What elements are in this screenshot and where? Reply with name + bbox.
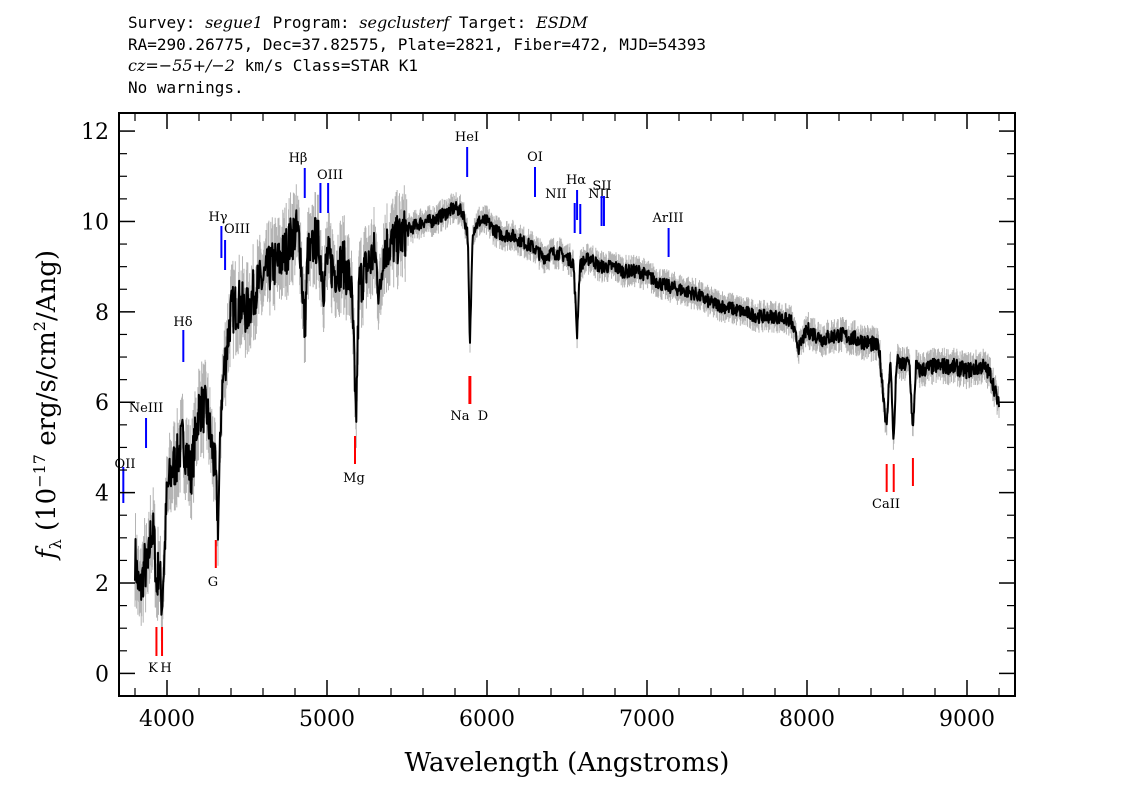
absorption-label: K (148, 661, 158, 676)
x-tick-label: 7000 (619, 707, 675, 732)
y-axis-exp1: −17 (30, 454, 49, 488)
line-markers-layer: OIINeIIIHδHγOIIIHβOIIIOIIIHeIOINIIHαNIIS… (115, 130, 914, 676)
header-line-warnings: No warnings. (128, 77, 244, 97)
program-prefix: Program: (262, 13, 360, 32)
x-tick-label: 5000 (299, 707, 355, 732)
x-tick-label: 4000 (139, 707, 195, 732)
axis-ticks-layer: 4000 5000 6000 7000 8000 9000 0 2 4 6 8 10 12 (81, 113, 1015, 732)
emission-label: OIII (224, 222, 250, 237)
absorption-label: Mg (343, 471, 365, 486)
cz-value: =−55+/−2 (145, 56, 235, 75)
emission-label: ArIII (651, 211, 683, 226)
error-band-layer (134, 184, 1000, 641)
emission-label: Hβ (289, 151, 308, 166)
y-tick-label: 4 (95, 482, 109, 507)
y-tick-label: 0 (95, 662, 109, 687)
x-axis-title: Wavelength (Angstroms) (405, 748, 730, 778)
y-tick-label: 2 (95, 572, 109, 597)
absorption-label: H (160, 661, 171, 676)
y-axis-pre: (10 (32, 488, 62, 540)
absorption-label: CaII (872, 497, 900, 512)
y-axis-mid: erg/s/cm (32, 331, 62, 454)
emission-label: NeIII (129, 401, 163, 416)
x-tick-label: 6000 (459, 707, 515, 732)
y-axis-exp2: 2 (30, 321, 49, 331)
header-line-coordinates: RA=290.26775, Dec=37.82575, Plate=2821, … (128, 34, 706, 54)
y-tick-label: 12 (81, 120, 109, 145)
survey-value: segue1 (205, 13, 263, 32)
x-tick-label: 9000 (939, 707, 995, 732)
emission-label: Hδ (173, 315, 192, 330)
emission-label: SII (592, 179, 611, 194)
emission-label: NII (545, 187, 567, 202)
program-value: segclusterf (359, 13, 450, 32)
y-tick-label: 10 (81, 210, 109, 235)
error-band (134, 184, 1000, 641)
x-tick-label: 8000 (779, 707, 835, 732)
emission-label: HeI (455, 130, 479, 145)
y-axis-lambda: λ (46, 539, 65, 549)
y-axis-title: fλ (10−17 erg/s/cm2/Ang) (30, 250, 65, 561)
absorption-label: D (478, 409, 488, 424)
y-tick-label: 6 (95, 391, 109, 416)
emission-label: Hα (566, 173, 586, 188)
target-prefix: Target: (449, 13, 536, 32)
target-value: ESDM (535, 13, 588, 32)
emission-label: OI (527, 150, 543, 165)
absorption-label: Na (450, 409, 469, 424)
spectrum-layer (134, 201, 1000, 616)
survey-prefix: Survey: (128, 13, 206, 32)
spectrum-header: Survey: segue1 Program: segclusterf Targ… (128, 12, 706, 98)
plot-frame (118, 112, 1016, 697)
emission-label: OIII (317, 168, 343, 183)
y-tick-label: 8 (95, 301, 109, 326)
cz-suffix: km/s Class=STAR K1 (234, 56, 418, 75)
header-line-redshift: cz=−55+/−2 km/s Class=STAR K1 (128, 55, 706, 77)
spectrum-line (134, 201, 1000, 616)
emission-label: Hγ (208, 210, 227, 225)
y-axis-post: /Ang) (32, 250, 62, 321)
absorption-label: G (208, 575, 218, 590)
cz-prefix: cz (128, 56, 146, 75)
header-line-survey: Survey: segue1 Program: segclusterf Targ… (128, 12, 706, 34)
